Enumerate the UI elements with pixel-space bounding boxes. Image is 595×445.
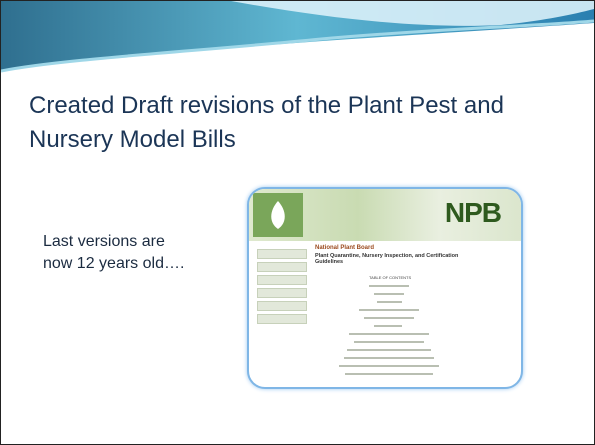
toc-heading: TABLE OF CONTENTS [369, 275, 411, 280]
toc-line [344, 357, 434, 359]
slide-title: Created Draft revisions of the Plant Pes… [29, 89, 574, 157]
toc-line [339, 365, 439, 367]
body-text: now 12 years old…. [43, 255, 184, 273]
page-heading: National Plant Board [315, 245, 374, 251]
leaf-icon [249, 189, 309, 241]
toc-line [354, 341, 424, 343]
website-header: NPB [249, 189, 521, 241]
nav-item [257, 262, 307, 272]
nav-item [257, 288, 307, 298]
toc-line [369, 285, 409, 287]
toc-line [374, 325, 402, 327]
toc-line [364, 317, 414, 319]
body-text: Last versions are [43, 233, 165, 251]
toc-line [377, 301, 402, 303]
toc-line [359, 309, 419, 311]
toc-line [345, 373, 433, 375]
nav-item [257, 314, 307, 324]
logo: NPB [445, 197, 501, 229]
website-screenshot: NPB National Plant Board Plant Quarantin… [247, 187, 523, 389]
header-swoosh [1, 1, 594, 81]
nav-item [257, 249, 307, 259]
nav-item [257, 275, 307, 285]
toc-line [349, 333, 429, 335]
page-subheading: Plant Quarantine, Nursery Inspection, an… [315, 253, 465, 265]
toc-line [374, 293, 404, 295]
nav-item [257, 301, 307, 311]
slide: Created Draft revisions of the Plant Pes… [0, 0, 595, 445]
toc-line [347, 349, 431, 351]
